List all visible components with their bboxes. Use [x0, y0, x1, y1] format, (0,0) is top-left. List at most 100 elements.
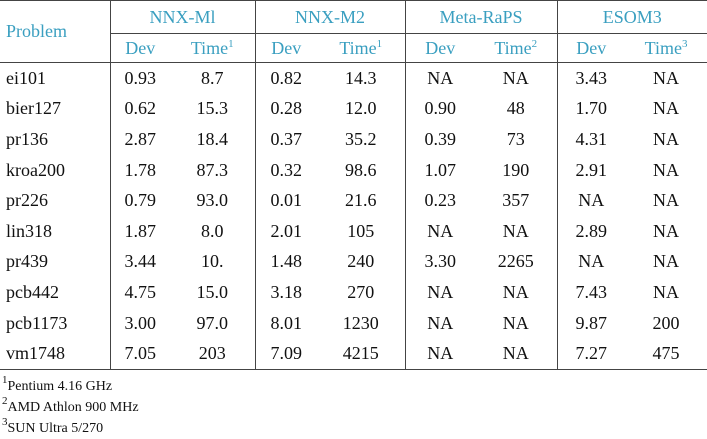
subheader-row: Dev Time1 Dev Time1 Dev Time2 Dev Time3 [0, 33, 707, 63]
value-cell: 9.87 [556, 307, 625, 339]
footnote-ref: 1 [228, 37, 234, 50]
value-cell: 3.30 [404, 246, 475, 278]
value-cell: NA [404, 62, 475, 94]
value-cell: 4215 [317, 338, 405, 370]
problem-cell: pr439 [6, 251, 48, 272]
value-cell: 93.0 [196, 190, 229, 211]
value-cell: 0.37 [254, 124, 317, 155]
value-cell: 48 [506, 98, 525, 119]
subheader-text: Time [339, 37, 377, 58]
footnote-mark: 3 [2, 415, 8, 428]
value-cell: 475 [625, 338, 707, 370]
value-cell: 203 [170, 338, 255, 370]
value-cell: NA [404, 307, 475, 339]
value-cell: 87.3 [196, 159, 229, 180]
value-cell: NA [653, 220, 679, 241]
table-row: bier127 0.62 15.3 0.28 12.0 0.90 48 1.70 NA [0, 93, 707, 125]
header-cell: Problem [0, 0, 110, 63]
value-cell: NA [502, 67, 529, 88]
value-cell: 14.3 [345, 67, 377, 88]
value-cell: NA [404, 277, 475, 308]
subheader-text: Time [644, 37, 682, 58]
footnote-mark: 2 [2, 394, 8, 407]
footnote: 2AMD Athlon 900 MHz [2, 394, 707, 418]
value-cell: NA [653, 128, 679, 149]
value-cell: NA [502, 312, 529, 333]
value-cell: 357 [502, 190, 530, 211]
value-cell: 240 [347, 251, 375, 272]
subheader-text: Dev [425, 37, 456, 58]
problem-cell: kroa200 [6, 159, 65, 180]
footnote: 1Pentium 4.16 GHz [2, 374, 707, 397]
value-cell: 7.43 [556, 277, 625, 308]
value-cell: 0.01 [254, 185, 317, 216]
footnote-ref: 1 [376, 37, 383, 50]
header-row: Problem NNX-Ml NNX-M2 Meta-RaPS ESOM3 [0, 0, 707, 63]
value-cell: NA [556, 185, 625, 216]
value-cell: 200 [652, 312, 680, 333]
problem-cell: pr226 [6, 190, 48, 211]
table-body: ei101 0.93 8.7 0.82 14.3 NA NA 3.43 NA bier127 0.6… [0, 62, 707, 370]
value-cell: 270 [347, 281, 375, 302]
value-cell: NA [653, 190, 679, 211]
subheader-text: Dev [271, 37, 302, 58]
subheader-cell: Dev [404, 33, 475, 63]
value-cell: 7.09 [254, 338, 317, 370]
value-cell: 21.6 [345, 190, 377, 211]
subheader-text: Dev [125, 37, 156, 58]
header-cell: Meta-RaPS [404, 0, 557, 34]
subheader-cell: Time3 [625, 33, 707, 63]
footnote-text: Pentium 4.16 GHz [7, 378, 113, 394]
value-cell: 0.62 [109, 93, 170, 125]
value-cell: 10. [201, 251, 224, 272]
value-cell: 1230 [342, 312, 379, 333]
value-cell: NA [653, 159, 679, 180]
value-cell: NA [502, 220, 529, 241]
value-cell: 1.07 [404, 154, 475, 186]
value-cell: 3.18 [254, 277, 317, 308]
value-cell: 7.27 [556, 338, 625, 370]
value-cell: 0.90 [404, 93, 475, 125]
value-cell: 2.89 [556, 215, 625, 247]
value-cell: 8.0 [201, 220, 224, 241]
table-row: pr226 0.79 93.0 0.01 21.6 0.23 357 NA NA [0, 185, 707, 216]
value-cell: 8.01 [254, 307, 317, 339]
problem-cell: bier127 [6, 98, 61, 119]
subheader-cell: Time1 [317, 33, 405, 63]
value-cell: 0.32 [254, 154, 317, 186]
footnote-ref: 2 [531, 37, 538, 50]
value-cell: NA [653, 251, 679, 272]
footnotes: 1Pentium 4.16 GHz 2AMD Athlon 900 MHz 3SUN… [0, 374, 707, 439]
value-cell: NA [502, 281, 529, 302]
value-cell: 0.23 [404, 185, 475, 216]
footnote-text: SUN Ultra 5/270 [7, 420, 104, 436]
value-cell: NA [404, 338, 475, 370]
results-table: Problem NNX-Ml NNX-M2 Meta-RaPS ESOM3 De… [0, 0, 707, 370]
value-cell: 1.78 [109, 154, 170, 186]
subheader-cell: Time2 [475, 33, 557, 63]
table-row: pr136 2.87 18.4 0.37 35.2 0.39 73 4.31 NA [0, 124, 707, 155]
problem-cell: vm1748 [0, 338, 110, 370]
value-cell: NA [653, 67, 679, 88]
value-cell: 2.87 [109, 124, 170, 155]
header-cell: NNX-M2 [254, 0, 405, 34]
value-cell: 0.93 [109, 62, 170, 94]
table-row: ei101 0.93 8.7 0.82 14.3 NA NA 3.43 NA [0, 62, 707, 94]
value-cell: 0.39 [404, 124, 475, 155]
value-cell: 0.79 [109, 185, 170, 216]
problem-cell: lin318 [6, 220, 53, 241]
problem-cell: pcb1173 [6, 312, 68, 333]
subheader-cell: Dev [556, 33, 625, 63]
value-cell: NA [556, 246, 625, 278]
value-cell: NA [404, 215, 475, 247]
table-row: pcb1173 3.00 97.0 8.01 1230 NA NA 9.87 200 [0, 307, 707, 339]
table-row: lin318 1.87 8.0 2.01 105 NA NA 2.89 NA [0, 215, 707, 247]
value-cell: 0.28 [254, 93, 317, 125]
value-cell: 12.0 [345, 98, 377, 119]
value-cell: 97.0 [196, 312, 229, 333]
footnote-text: AMD Athlon 900 MHz [7, 399, 139, 415]
subheader-text: Time [494, 37, 532, 58]
subheader-cell: Dev [109, 33, 170, 63]
header-cell: NNX-Ml [109, 0, 255, 34]
